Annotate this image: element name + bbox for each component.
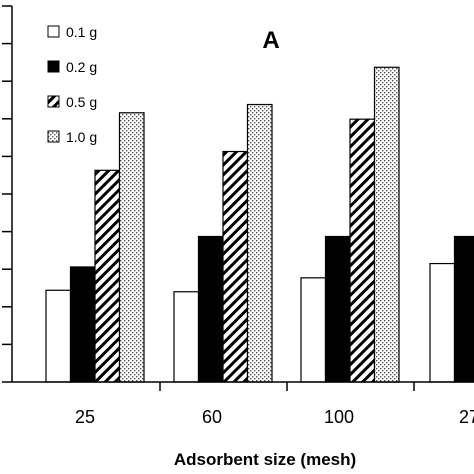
bar-0-2-g-2 [453,235,474,383]
legend-swatch [47,130,60,143]
x-tick-label: 100 [324,407,354,427]
bar-0-5-g-25 [94,169,121,383]
bar-0-2-g-100 [324,235,351,383]
bar-0-1-g-25 [45,289,72,383]
legend-label: 0.5 g [66,94,97,110]
legend-swatch [47,60,60,73]
legend-label: 0.1 g [66,24,97,40]
legend-label: 1.0 g [66,129,97,145]
bar-0-5-g-60 [222,150,249,383]
x-axis-title: Adsorbent size (mesh) [174,450,356,469]
bar-1-0-g-25 [118,112,145,383]
bar-0-2-g-25 [69,266,96,383]
legend: 0.1 g 0.2 g 0.5 g 1.0 g [47,24,97,145]
bar-1-0-g-60 [246,103,273,383]
legend-label: 0.2 g [66,59,97,75]
bar-0-1-g-100 [300,277,327,383]
bar-0-2-g-60 [197,235,224,383]
x-tick-label: 27 [459,407,474,427]
axes-layer [2,5,474,391]
bar-0-5-g-100 [349,118,376,383]
bar-0-1-g-2 [429,262,456,383]
bars-layer [45,66,474,383]
legend-swatch [47,95,60,108]
x-tick-label: 25 [75,407,95,427]
bar-1-0-g-100 [373,66,400,383]
tick-labels: 25 60 100 27 [75,407,474,427]
panel-label: A [262,27,279,54]
x-tick-label: 60 [202,407,222,427]
legend-swatch [47,25,60,38]
bar-0-1-g-60 [173,291,200,383]
